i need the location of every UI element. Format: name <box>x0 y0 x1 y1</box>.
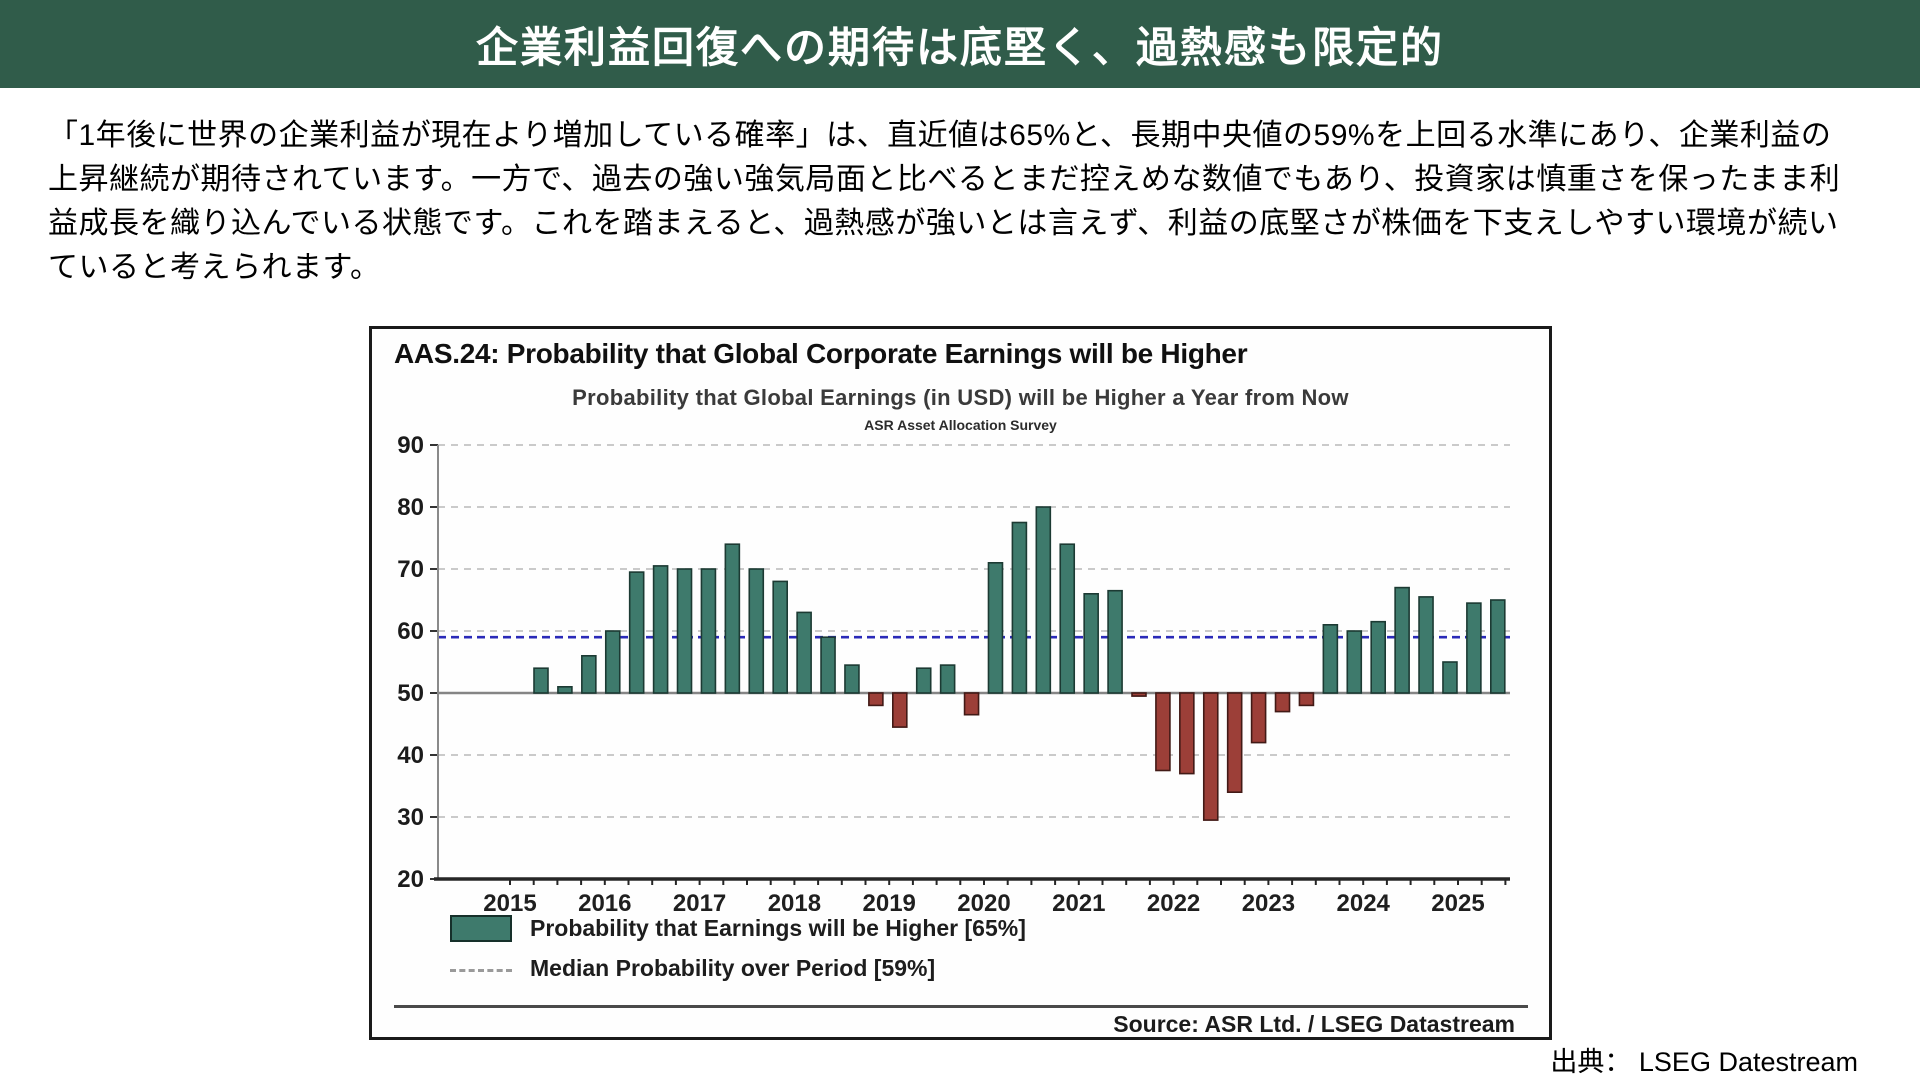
bar-2024-Q2 <box>1394 586 1410 694</box>
y-tick-label: 30 <box>397 804 424 831</box>
chart-figure: AAS.24: Probability that Global Corporat… <box>369 326 1552 1040</box>
bar-2016-Q3 <box>652 565 669 694</box>
bar-2022-Q4 <box>1250 692 1267 744</box>
y-tick-label: 70 <box>397 556 424 583</box>
header-banner: 企業利益回復への期待は底堅く、過熱感も限定的 <box>0 0 1920 88</box>
bar-2025-Q1 <box>1466 602 1482 694</box>
source-divider <box>394 1005 1528 1008</box>
bar-2020-Q1 <box>987 562 1004 694</box>
bar-2024-Q3 <box>1418 596 1434 694</box>
bar-2021-Q4 <box>1155 692 1171 772</box>
earnings-chart-plot: 20 30 40 50 60 70 80 90 2015 2016 2017 2018 2019 2020… <box>397 432 1510 917</box>
bar-2023-Q1 <box>1274 692 1291 713</box>
y-tick-label: 60 <box>397 618 424 645</box>
bar-2019-Q3 <box>939 664 956 694</box>
legend-median-line-sample <box>450 969 512 972</box>
bar-2017-Q2 <box>724 543 741 694</box>
y-tick-label: 50 <box>397 680 424 707</box>
slide-source-caption: 出典： LSEG Datestream <box>1550 1047 1858 1077</box>
bar-2021-Q3 <box>1131 692 1147 697</box>
x-axis-year-label: 2021 <box>1052 890 1105 917</box>
bar-2018-Q3 <box>844 664 860 694</box>
bar-2019-Q2 <box>915 667 932 694</box>
page-title: 企業利益回復への期待は底堅く、過熱感も限定的 <box>475 23 1444 71</box>
bar-2017-Q1 <box>700 568 717 694</box>
bar-2016-Q2 <box>628 571 645 694</box>
bar-2015-Q2 <box>533 667 549 694</box>
bar-2018-Q4 <box>868 692 884 707</box>
x-axis-year-label: 2019 <box>863 890 916 917</box>
bar-2017-Q4 <box>772 580 789 694</box>
bar-2023-Q3 <box>1322 623 1339 694</box>
chart-source: Source: ASR Ltd. / LSEG Datastream <box>1113 1011 1515 1037</box>
bar-2022-Q3 <box>1226 692 1243 793</box>
x-axis-year-label: 2018 <box>768 890 821 917</box>
x-axis-year-label: 2024 <box>1337 890 1391 917</box>
x-axis-year-label: 2017 <box>673 890 726 917</box>
y-tick-label: 40 <box>397 742 424 769</box>
paragraph-line: 「1年後に世界の企業利益が現在より増加している確率」は、直近値は65%と、長期中… <box>48 119 1832 152</box>
paragraph-line: ていると考えられます。 <box>48 251 381 284</box>
x-axis-year-label: 2022 <box>1147 890 1200 917</box>
commentary-paragraph: 「1年後に世界の企業利益が現在より増加している確率」は、直近値は65%と、長期中… <box>48 114 1888 290</box>
bar-2021-Q1 <box>1083 592 1099 694</box>
bar-2020-Q4 <box>1059 543 1076 694</box>
chart-subtitle: Probability that Global Earnings (in USD… <box>572 385 1349 410</box>
bar-2017-Q3 <box>748 568 765 694</box>
bar-2015-Q3 <box>557 685 573 694</box>
bar-2020-Q2 <box>1011 521 1028 694</box>
legend-bar-label: Probability that Earnings will be Higher… <box>530 915 1026 941</box>
x-axis-year-label: 2023 <box>1242 890 1295 917</box>
x-axis-year-label: 2020 <box>957 890 1010 917</box>
bar-2016-Q1 <box>604 630 621 694</box>
y-tick-label: 20 <box>397 866 424 893</box>
paragraph-line: 上昇継続が期待されています。一方で、過去の強い強気局面と比べるとまだ控えめな数値… <box>48 163 1841 196</box>
bar-2016-Q4 <box>676 568 693 694</box>
chart-survey-label: ASR Asset Allocation Survey <box>864 417 1057 433</box>
bar-2019-Q4 <box>963 692 980 716</box>
bar-2024-Q4 <box>1442 661 1458 694</box>
x-axis-year-label: 2015 <box>483 890 536 917</box>
y-tick-label: 90 <box>397 432 424 459</box>
bar-2022-Q2 <box>1202 692 1219 821</box>
bar-2024-Q1 <box>1370 620 1387 694</box>
x-axis-year-label: 2025 <box>1431 890 1484 917</box>
bar-2015-Q4 <box>581 654 597 694</box>
bar-2022-Q1 <box>1179 692 1195 775</box>
bar-2025-Q2 <box>1490 599 1506 694</box>
bar-2018-Q2 <box>820 636 836 694</box>
legend-bar-swatch <box>450 915 512 942</box>
bar-2021-Q2 <box>1107 589 1123 694</box>
bar-2023-Q4 <box>1346 630 1363 694</box>
legend-median-label: Median Probability over Period [59%] <box>530 955 936 981</box>
y-tick-label: 80 <box>397 494 424 521</box>
x-axis-year-label: 2016 <box>578 890 631 917</box>
bar-2019-Q1 <box>891 692 908 728</box>
bar-2020-Q3 <box>1035 506 1052 694</box>
bar-2023-Q2 <box>1298 692 1315 707</box>
bar-2018-Q1 <box>796 611 812 694</box>
chart-frame-title: AAS.24: Probability that Global Corporat… <box>394 338 1248 369</box>
paragraph-line: 益成長を織り込んでいる状態です。これを踏まえると、過熱感が強いとは言えず、利益の… <box>48 207 1839 240</box>
